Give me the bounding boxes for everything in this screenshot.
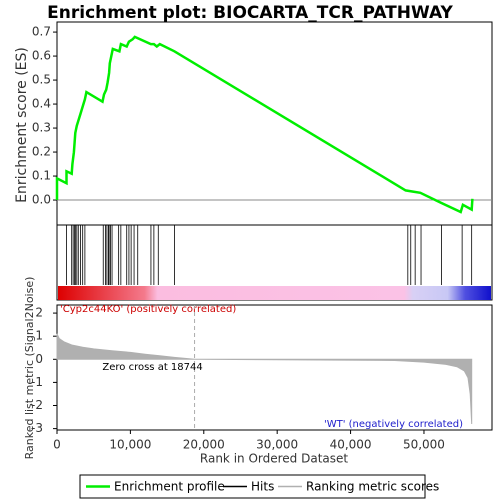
legend	[79, 474, 426, 499]
positive-label: 'Cyp2c44KO' (positively correlated)	[60, 304, 236, 315]
legend-label: Enrichment profile	[114, 480, 225, 494]
y-tick-label: 0.5	[32, 73, 51, 87]
y-tick-label: 0.4	[32, 97, 51, 111]
zero-cross-label: Zero cross at 18744	[102, 362, 202, 373]
rank-color-bar	[58, 286, 491, 300]
x-tick-label: 40,000	[330, 438, 372, 452]
x-tick-label: 0	[53, 438, 61, 452]
y-tick-label: 2	[35, 306, 43, 320]
y-tick-label: -1	[31, 375, 43, 389]
y-tick-label: 0.0	[32, 193, 51, 207]
y-tick-label: 0.6	[32, 49, 51, 63]
y-tick-label: 0.2	[32, 145, 51, 159]
x-tick-label: 20,000	[183, 438, 225, 452]
legend-label: Hits	[251, 480, 274, 494]
negative-label: 'WT' (negatively correlated)	[324, 419, 463, 430]
y-tick-label: 0.3	[32, 121, 51, 135]
y-axis-label: Ranked list metric (Signal2Noise)	[23, 277, 36, 460]
y-tick-label: 0	[35, 352, 43, 366]
y-tick-label: 1	[35, 329, 43, 343]
x-tick-label: 10,000	[109, 438, 151, 452]
x-tick-label: 50,000	[403, 438, 445, 452]
es-line	[55, 35, 474, 214]
y-tick-label: 0.1	[32, 169, 51, 183]
metric-frame	[56, 304, 493, 431]
x-axis-label: Rank in Ordered Dataset	[200, 452, 348, 466]
x-tick-label: 30,000	[256, 438, 298, 452]
metric-area	[56, 333, 473, 425]
legend-label: Ranking metric scores	[306, 480, 439, 494]
legend-items: Enrichment profile Hits Ranking metric sco…	[86, 480, 439, 494]
y-tick-label: -3	[31, 421, 43, 435]
y-axis-label: Enrichment score (ES)	[14, 47, 30, 203]
chart-title: Enrichment plot: BIOCARTA_TCR_PATHWAY	[47, 3, 453, 23]
y-tick-label: -2	[31, 398, 43, 412]
y-tick-label: 0.7	[32, 25, 51, 39]
